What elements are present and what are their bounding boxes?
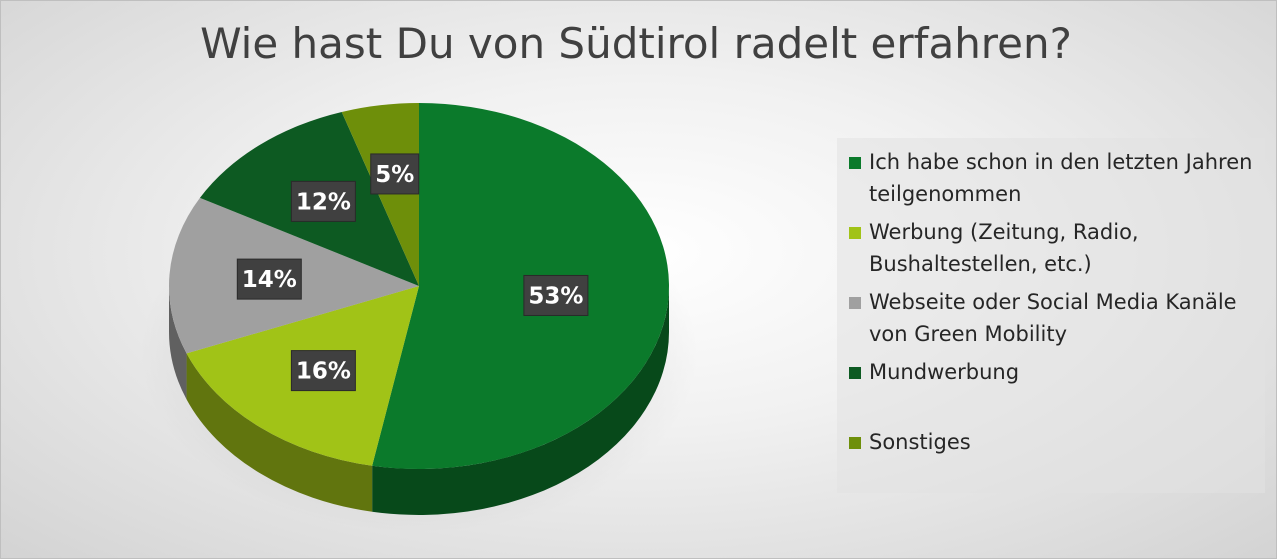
legend-item: Mundwerbung	[849, 356, 1259, 388]
legend-label: Werbung (Zeitung, Radio, Bushaltestellen…	[869, 220, 1139, 276]
legend-swatch	[849, 437, 861, 449]
data-label-text: 53%	[528, 283, 583, 309]
pie-slice	[341, 103, 419, 286]
legend-swatch	[849, 157, 861, 169]
legend-swatch	[849, 297, 861, 309]
pie-slice-side	[186, 353, 373, 512]
legend-item: Webseite oder Social Media Kanäle von Gr…	[849, 286, 1259, 350]
data-label-box	[290, 180, 356, 222]
legend-swatch	[849, 367, 861, 379]
pie-slice-side	[372, 286, 669, 515]
data-label: 16%	[290, 350, 356, 392]
data-label-text: 16%	[296, 359, 351, 385]
legend-item: Ich habe schon in den letzten Jahren tei…	[849, 146, 1259, 210]
legend-label: Ich habe schon in den letzten Jahren tei…	[869, 150, 1253, 206]
chart-title: Wie hast Du von Südtirol radelt erfahren…	[200, 19, 1072, 68]
pie-slice-side	[169, 286, 187, 400]
legend-label: Mundwerbung	[869, 360, 1020, 384]
data-label-text: 12%	[296, 189, 351, 215]
data-label-text: 14%	[242, 267, 297, 293]
data-label-box	[370, 153, 420, 195]
legend: Ich habe schon in den letzten Jahren tei…	[837, 138, 1265, 493]
data-label-box	[236, 258, 302, 300]
data-label-box	[523, 274, 589, 316]
pie-slice	[372, 103, 670, 469]
data-label-box	[290, 350, 356, 392]
legend-label: Webseite oder Social Media Kanäle von Gr…	[869, 290, 1237, 346]
data-label: 12%	[290, 180, 356, 222]
data-labels: 53% 16% 14% 12% 5%	[236, 153, 589, 392]
pie-side	[169, 286, 669, 515]
legend-label: Sonstiges	[869, 430, 971, 454]
data-label: 5%	[370, 153, 420, 195]
legend-item: Sonstiges	[849, 426, 1259, 458]
data-label: 14%	[236, 258, 302, 300]
data-label: 53%	[523, 274, 589, 316]
legend-swatch	[849, 227, 861, 239]
data-label-text: 5%	[375, 162, 414, 188]
legend-item: Werbung (Zeitung, Radio, Bushaltestellen…	[849, 216, 1259, 280]
